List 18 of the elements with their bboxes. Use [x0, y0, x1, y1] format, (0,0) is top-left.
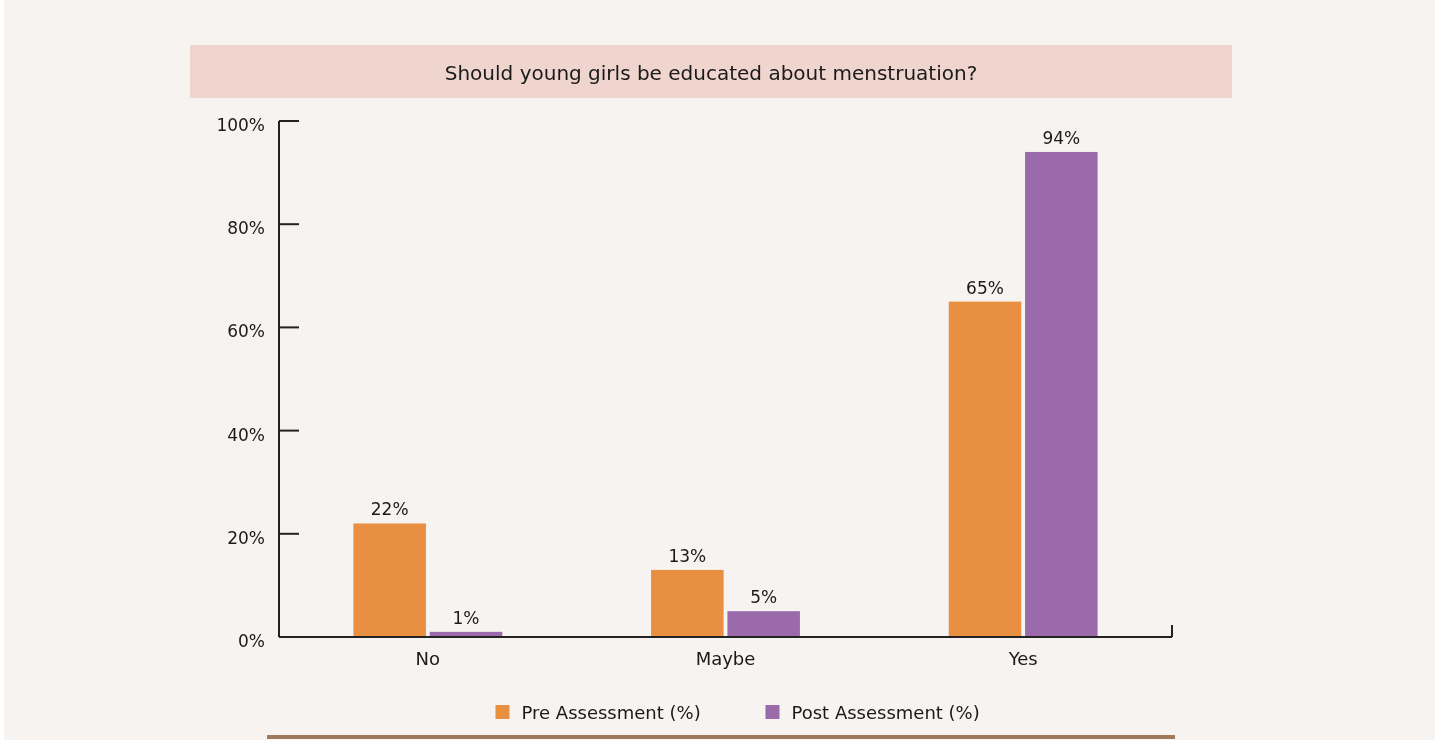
x-tick-label: Maybe — [695, 648, 756, 669]
y-tick-label: 60% — [227, 321, 265, 342]
legend-label: Pre Assessment (%) — [521, 702, 701, 723]
chart-title: Should young girls be educated about menstruation? — [444, 61, 978, 85]
data-label: 5% — [750, 587, 778, 608]
y-tick-label: 40% — [227, 424, 265, 445]
data-label: 65% — [966, 277, 1004, 298]
y-tick-label: 80% — [227, 218, 265, 239]
data-label: 22% — [370, 499, 409, 520]
y-tick-label: 100% — [216, 115, 265, 135]
legend-label: Post Assessment (%) — [791, 702, 980, 723]
data-label: 13% — [668, 545, 707, 566]
data-label: 94% — [1042, 127, 1081, 148]
y-tick-label: 0% — [238, 631, 265, 651]
x-tick-label: Yes — [1007, 648, 1038, 669]
data-label: 1% — [452, 607, 480, 628]
x-tick-label: No — [415, 648, 441, 669]
y-tick-label: 20% — [227, 527, 265, 548]
